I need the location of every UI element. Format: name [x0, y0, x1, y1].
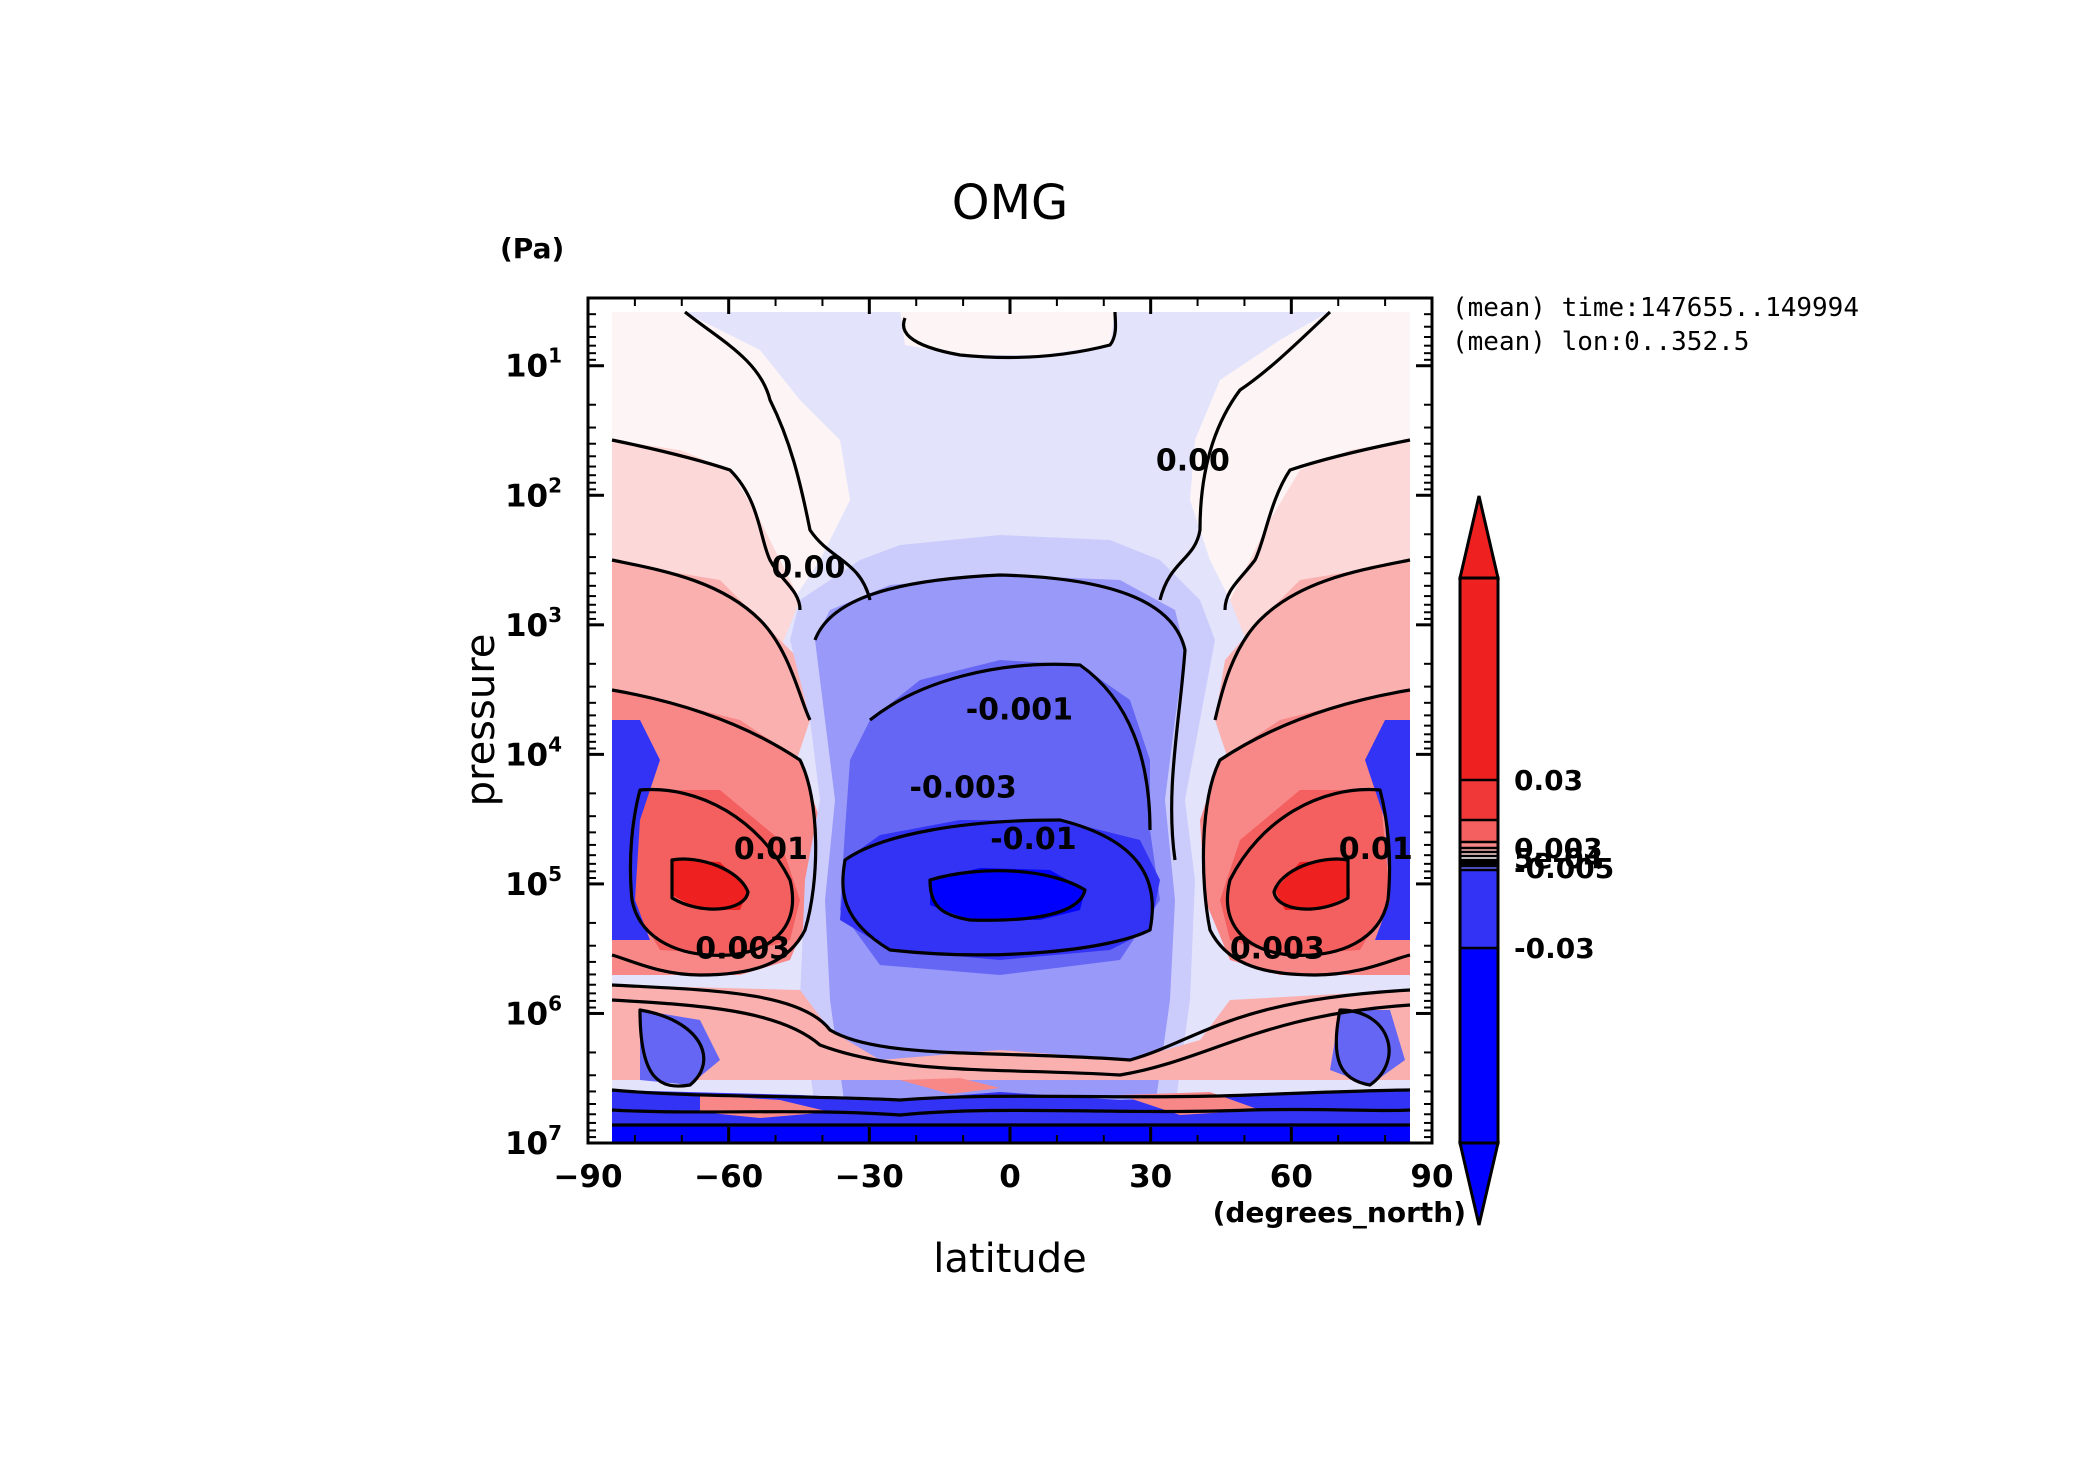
contour-label: 0.003 [1230, 931, 1325, 966]
y-tick-label: 102 [505, 473, 562, 514]
contour-field [588, 298, 1432, 1143]
field-margin-left [588, 298, 612, 1143]
annotation-lon: (mean) lon:0..352.5 [1452, 327, 1749, 357]
colorbar-segment [1460, 578, 1498, 780]
chart-title: OMG [952, 175, 1068, 231]
contour-line [813, 573, 1187, 861]
contour-line [611, 983, 1411, 1062]
contour-line [611, 688, 818, 977]
contour-line [670, 857, 750, 911]
x-tick-label: −30 [835, 1159, 904, 1195]
colorbar-tick-label: 5e-04 [1514, 842, 1603, 875]
contour-label: -0.01 [990, 822, 1076, 857]
colorbar-segment [1460, 856, 1498, 860]
x-axis-label: latitude [933, 1236, 1086, 1282]
contour-line [611, 1088, 1411, 1102]
contour-line [611, 558, 812, 721]
field-region-neg-5 [930, 868, 1085, 920]
contour-line [638, 1008, 706, 1088]
colorbar-segment [1460, 870, 1498, 948]
contour-line [841, 818, 1154, 957]
contour-labels: -0.001 -0.003 -0.01 0.00 0.00 0.01 0.01 0.003 0.… [695, 444, 1413, 967]
annotation-time: (mean) time:147655..149994 [1452, 293, 1859, 323]
contour-label: -0.001 [966, 692, 1073, 727]
x-tick-label: −60 [694, 1159, 763, 1195]
contour-line [901, 311, 1118, 360]
contour-label: 0.01 [1339, 832, 1413, 867]
y-tick-label: 101 [505, 344, 562, 385]
x-tick-label: 30 [1129, 1159, 1172, 1195]
field-region-pos-6 [1275, 860, 1350, 910]
x-tick-label: 0 [999, 1159, 1021, 1195]
contour-label: 0.00 [1156, 444, 1230, 479]
y-tick-label: 104 [505, 732, 562, 773]
y-axis-label: pressure [458, 634, 504, 807]
y-tick-label: 105 [505, 862, 562, 903]
contour-line [684, 310, 872, 601]
y-axis-ticks: 101 102 103 104 105 106 107 [505, 313, 1432, 1162]
colorbar-segment [1460, 848, 1498, 852]
colorbar-tick-label: -0.03 [1514, 932, 1595, 965]
contour-label: -0.003 [909, 770, 1016, 805]
colorbar-tick-label: 0.03 [1514, 764, 1583, 797]
field-region-lower-pos [612, 985, 1410, 1080]
colorbar-tick-label: -0.005 [1514, 852, 1614, 885]
contour-line [928, 869, 1087, 922]
colorbar-segment [1460, 852, 1498, 856]
colorbar-top-triangle [1458, 495, 1500, 580]
x-axis-unit: (degrees_north) [1213, 1196, 1466, 1229]
x-tick-label: −90 [553, 1159, 622, 1195]
field-region-lower-neg [640, 1010, 720, 1085]
contour-line [611, 998, 1411, 1077]
contour-line [1213, 558, 1411, 721]
y-tick-label: 107 [505, 1121, 562, 1162]
contour-line [611, 438, 802, 611]
colorbar-segment [1460, 948, 1498, 1143]
colorbar-segment [1460, 780, 1498, 820]
contour-line [628, 787, 795, 957]
y-tick-label: 103 [505, 603, 562, 644]
contour-label: 0.00 [771, 550, 845, 585]
contour-line [1272, 857, 1350, 911]
field-margin-right [1410, 298, 1432, 1143]
x-tick-label: 60 [1270, 1159, 1313, 1195]
contour-line [869, 662, 1152, 831]
contour-line [1158, 310, 1332, 601]
contour-line [1225, 787, 1392, 957]
colorbar-tick-label: 0.003 [1514, 832, 1603, 865]
y-tick-label: 106 [505, 991, 562, 1032]
x-tick-label: 90 [1410, 1159, 1453, 1195]
contour-line [1334, 1008, 1391, 1087]
colorbar-segment [1460, 820, 1498, 842]
y-axis-unit: (Pa) [500, 232, 564, 265]
colorbar-segment [1460, 842, 1498, 848]
colorbar-frame [1458, 576, 1500, 1145]
field-region-neg-polar [612, 720, 660, 940]
colorbar-segment [1460, 866, 1498, 870]
x-axis-ticks: −90 −60 −30 0 30 60 90 [553, 298, 1454, 1195]
contour-line [1223, 438, 1411, 611]
field-region-pos-1 [900, 310, 1115, 355]
contour-label: 0.01 [734, 832, 808, 867]
contour-line [611, 1107, 1411, 1117]
contour-label: 0.003 [695, 931, 790, 966]
field-region-bottom-pos [900, 1078, 1000, 1094]
contour-line [1201, 688, 1411, 977]
